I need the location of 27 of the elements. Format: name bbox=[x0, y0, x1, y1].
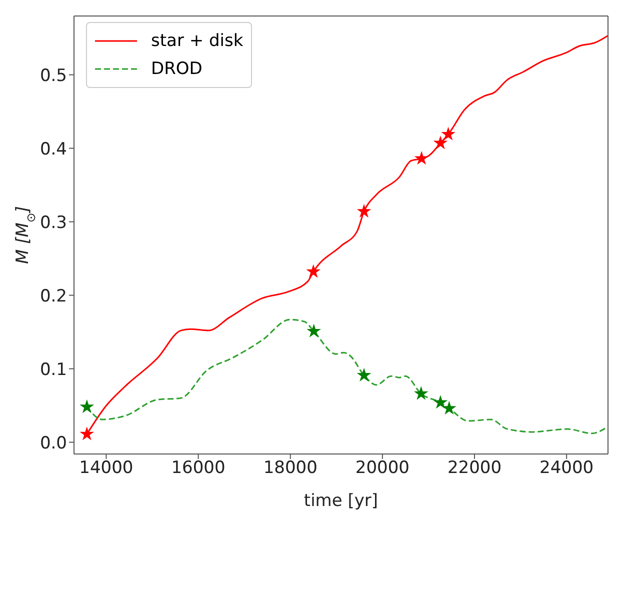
y-tick-label: 0.3 bbox=[40, 212, 67, 233]
x-tick-label: 16000 bbox=[171, 458, 226, 478]
x-tick-label: 22000 bbox=[447, 458, 502, 478]
point bbox=[80, 426, 94, 440]
x-tick-label: 24000 bbox=[540, 458, 594, 478]
y-tick-label: 0.1 bbox=[40, 360, 67, 380]
x-axis-title: time [yr] bbox=[304, 491, 378, 511]
point bbox=[433, 136, 448, 150]
point bbox=[306, 324, 322, 338]
legend-label: DROD bbox=[151, 59, 202, 79]
y-tick-label: 0.4 bbox=[40, 139, 67, 160]
point bbox=[356, 368, 372, 382]
point bbox=[414, 151, 429, 165]
point bbox=[414, 386, 428, 400]
y-tick-label: 0.2 bbox=[40, 286, 67, 306]
x-tick-label: 14000 bbox=[79, 458, 134, 478]
legend-label: star + disk bbox=[151, 31, 244, 51]
y-tick-label: 0.5 bbox=[40, 66, 67, 86]
point bbox=[442, 400, 456, 415]
point bbox=[306, 264, 321, 278]
y-tick-label: 0.0 bbox=[40, 433, 67, 454]
x-tick-label: 20000 bbox=[355, 458, 410, 478]
x-tick-label: 18000 bbox=[263, 458, 318, 478]
point bbox=[441, 126, 456, 140]
point bbox=[433, 395, 448, 409]
point bbox=[80, 399, 94, 414]
point bbox=[356, 204, 372, 218]
